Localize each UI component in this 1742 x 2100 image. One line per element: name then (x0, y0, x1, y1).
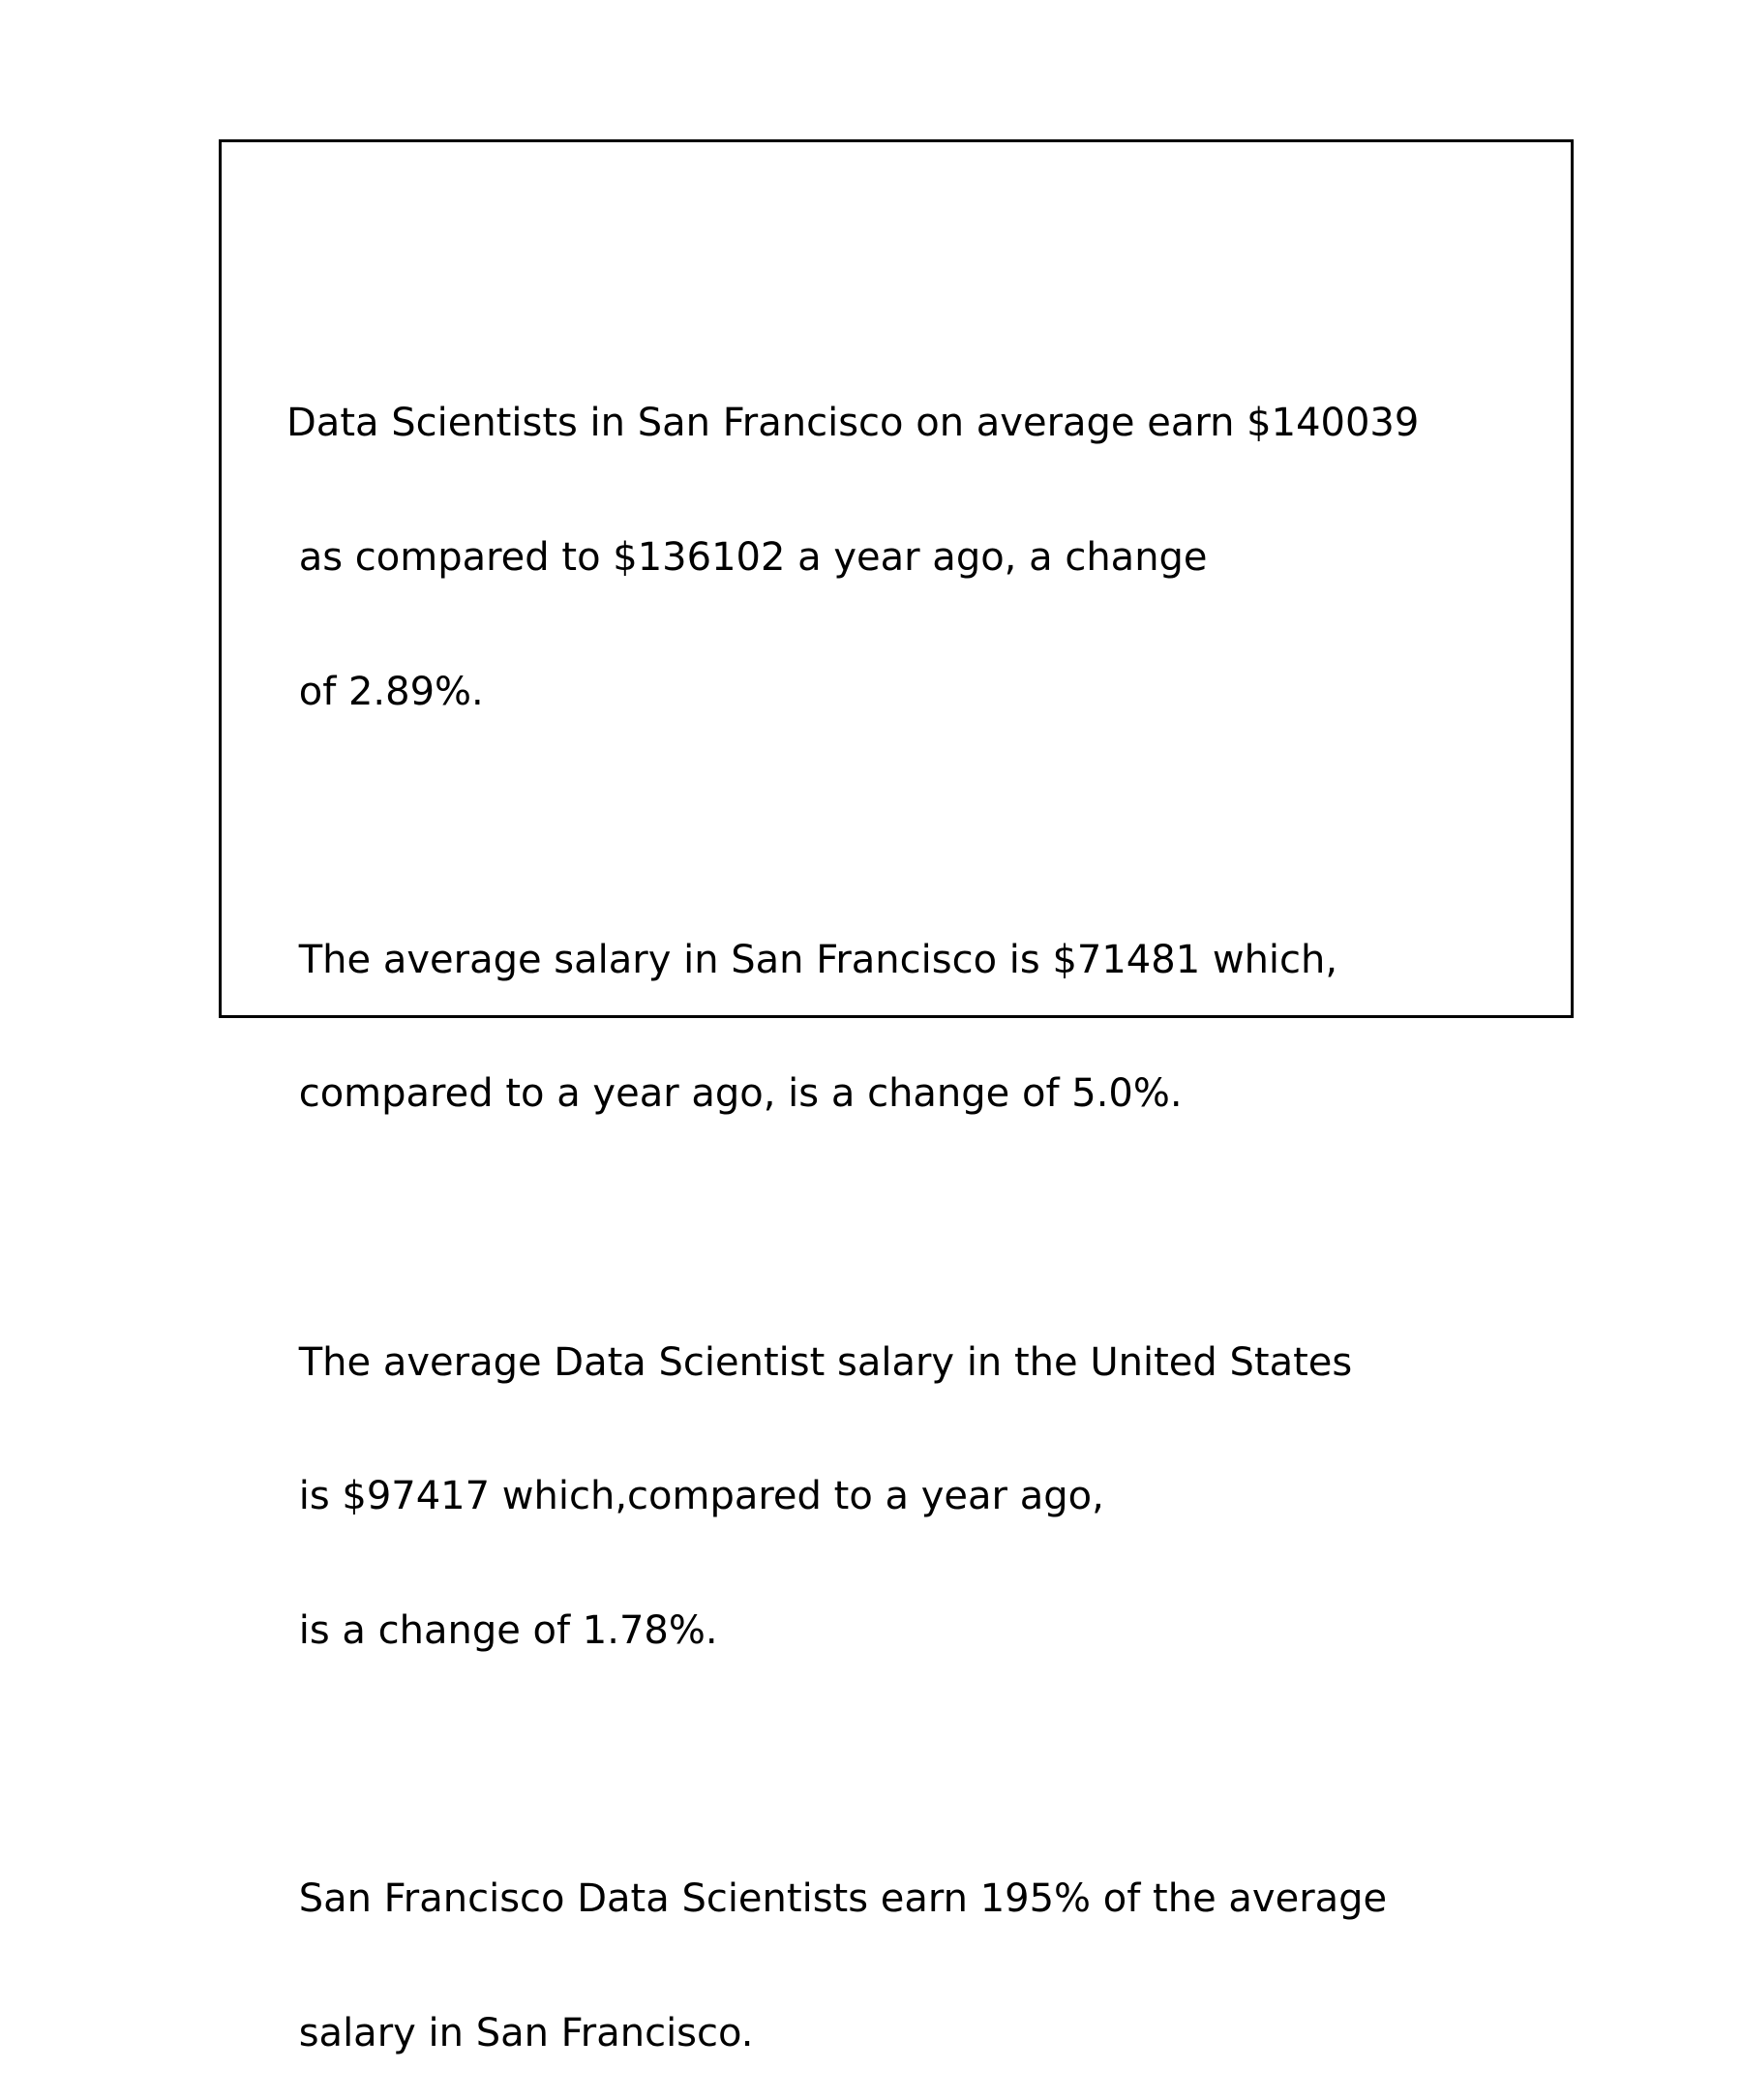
salary-summary-text: Data Scientists in San Francisco on aver… (286, 312, 1419, 2100)
text-line: Data Scientists in San Francisco on aver… (286, 401, 1420, 446)
text-line: of 2.89%. (286, 669, 484, 714)
text-line: as compared to $136102 a year ago, a cha… (286, 535, 1208, 580)
text-line (286, 803, 1419, 848)
text-line: is $97417 which,compared to a year ago, (286, 1474, 1104, 1519)
axes-frame (219, 139, 1574, 1018)
text-line: The average Data Scientist salary in the… (286, 1339, 1353, 1385)
text-line: The average salary in San Francisco is $… (286, 937, 1338, 982)
text-line (286, 1742, 1419, 1786)
text-line (286, 1206, 1419, 1250)
text-line: salary in San Francisco. (286, 2010, 754, 2055)
text-line: is a change of 1.78%. (286, 1607, 718, 1653)
text-line: compared to a year ago, is a change of 5… (286, 1071, 1183, 1117)
text-line: San Francisco Data Scientists earn 195% … (286, 1875, 1388, 1921)
